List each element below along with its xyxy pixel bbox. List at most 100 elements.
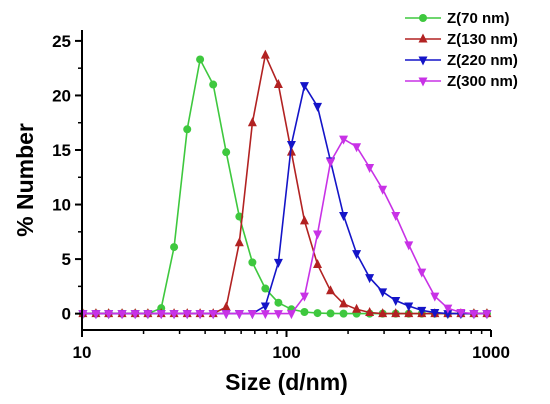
data-point [91,310,101,320]
data-point [183,125,192,134]
data-point [234,237,244,247]
series-4 [78,135,492,320]
y-tick-label: 0 [62,305,71,324]
data-point [313,309,322,318]
data-point [313,230,323,240]
data-point [417,268,427,278]
data-point [313,259,323,269]
data-point [326,309,335,318]
series-2 [78,49,492,318]
x-axis-title: Size (d/nm) [225,369,348,395]
data-point [404,308,414,318]
series-1 [78,55,491,318]
data-point [248,258,257,267]
data-point [130,310,140,320]
series-layer [78,49,492,320]
data-point [169,310,179,320]
data-point [482,310,492,320]
data-point [352,303,362,313]
data-point [352,250,362,260]
data-point [143,310,153,320]
data-point [469,310,479,320]
data-point [378,185,388,195]
data-point [221,301,231,311]
data-point [260,310,270,320]
series-line [82,138,487,315]
data-point [365,274,375,284]
y-tick-label: 15 [52,141,71,160]
y-tick-label: 10 [52,196,71,215]
data-point [274,298,283,307]
data-point [365,307,375,317]
data-point [170,243,179,252]
legend-swatch-marker [419,14,427,22]
legend-label: Z(220 nm) [447,52,518,69]
data-point [182,310,192,320]
data-point [313,102,323,112]
x-tick-label: 100 [272,343,300,362]
legend: Z(70 nm) Z(130 nm) Z(220 nm) Z(300 nm) [405,10,518,90]
legend-item-1: Z(70 nm) [405,10,510,27]
data-point [378,308,388,318]
legend-item-2: Z(130 nm) [405,31,518,48]
data-point [221,310,231,320]
y-tick-label: 20 [52,86,71,105]
data-point [260,49,270,59]
data-point [430,309,440,319]
legend-item-3: Z(220 nm) [405,52,518,69]
data-point [339,309,348,318]
data-point [443,310,453,320]
legend-label: Z(300 nm) [447,73,518,90]
data-point [208,310,218,320]
data-point [299,215,309,225]
data-point [430,292,440,302]
data-point [104,310,114,320]
data-point [339,298,349,308]
legend-item-4: Z(300 nm) [405,73,518,90]
x-tick-label: 1000 [472,343,510,362]
data-point [326,285,336,295]
data-point [261,284,270,293]
data-point [456,309,466,319]
data-point [209,80,218,89]
data-point [300,308,309,316]
data-point [339,211,349,221]
y-tick-label: 5 [62,250,71,269]
axes-layer: 10 100 1000 0 5 10 15 20 25 [52,30,510,362]
data-point [339,135,349,145]
data-point [391,308,401,318]
data-point [273,79,283,89]
y-tick-label: 25 [52,32,71,51]
data-point [196,55,205,64]
data-point [234,310,244,320]
data-point [417,306,427,316]
data-point [404,302,414,312]
data-point [260,302,270,312]
legend-swatch-marker [418,33,428,43]
data-point [156,310,166,320]
data-point [273,310,283,320]
data-point [391,211,401,221]
series-line [82,52,487,315]
data-point [378,288,388,298]
data-point [299,292,309,302]
legend-label: Z(130 nm) [447,31,518,48]
y-axis-title: % Number [12,123,38,237]
data-point [247,310,257,320]
legend-swatch-marker [418,56,428,66]
data-point [365,163,375,173]
data-point [326,158,336,168]
data-point [117,310,127,320]
data-point [391,297,401,307]
data-point [247,117,257,127]
data-point [222,148,231,157]
data-point [443,304,453,314]
data-point [286,141,296,151]
legend-label: Z(70 nm) [447,10,510,27]
data-point [273,258,283,268]
data-point [299,82,309,92]
data-point [286,310,296,320]
x-tick-label: 10 [73,343,92,362]
data-point [404,241,414,251]
